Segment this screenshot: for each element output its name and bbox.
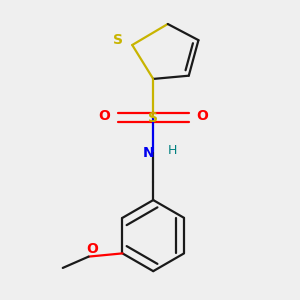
Text: O: O [98, 109, 110, 123]
Text: H: H [167, 143, 177, 157]
Text: O: O [86, 242, 98, 256]
Text: S: S [148, 111, 158, 125]
Text: S: S [113, 33, 123, 47]
Text: O: O [196, 109, 208, 123]
Text: N: N [142, 146, 154, 160]
